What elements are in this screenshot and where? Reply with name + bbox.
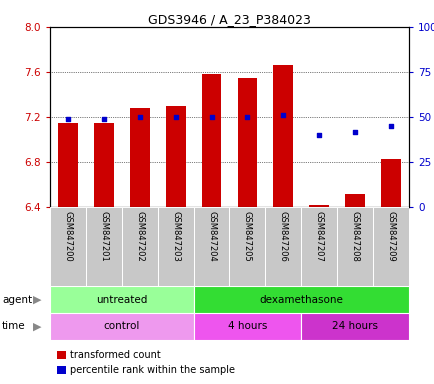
Bar <box>193 207 229 286</box>
Point <box>315 132 322 138</box>
Text: GSM847205: GSM847205 <box>242 211 251 262</box>
Bar <box>50 207 86 286</box>
Bar <box>158 207 193 286</box>
Bar <box>309 205 328 207</box>
Text: 24 hours: 24 hours <box>331 321 377 331</box>
Text: untreated: untreated <box>96 295 147 305</box>
Bar <box>300 313 408 340</box>
Text: GSM847207: GSM847207 <box>314 211 323 262</box>
Bar <box>265 207 300 286</box>
Bar <box>50 313 193 340</box>
Bar <box>229 207 265 286</box>
Text: GSM847208: GSM847208 <box>350 211 359 262</box>
Text: percentile rank within the sample: percentile rank within the sample <box>70 365 235 375</box>
Point <box>351 129 358 135</box>
Bar <box>237 78 256 207</box>
Point <box>243 114 250 120</box>
Text: GSM847202: GSM847202 <box>135 211 144 262</box>
Text: GSM847200: GSM847200 <box>63 211 72 262</box>
Text: GSM847206: GSM847206 <box>278 211 287 262</box>
Point <box>279 112 286 118</box>
Text: GSM847204: GSM847204 <box>207 211 216 262</box>
Bar <box>345 194 364 207</box>
Bar <box>300 207 336 286</box>
Point <box>100 116 107 122</box>
Bar <box>193 286 408 313</box>
Point <box>136 114 143 120</box>
Bar <box>336 207 372 286</box>
Text: GSM847203: GSM847203 <box>171 211 180 262</box>
Bar <box>201 74 221 207</box>
Bar <box>380 159 400 207</box>
Bar <box>130 108 149 207</box>
Text: GSM847209: GSM847209 <box>385 211 395 262</box>
Bar <box>50 286 193 313</box>
Text: transformed count: transformed count <box>70 350 161 360</box>
Bar <box>372 207 408 286</box>
Bar <box>122 207 158 286</box>
Bar <box>273 65 293 207</box>
Bar <box>58 123 78 207</box>
Text: ▶: ▶ <box>33 321 41 331</box>
Text: 4 hours: 4 hours <box>227 321 266 331</box>
Point <box>64 116 71 122</box>
Text: dexamethasone: dexamethasone <box>259 295 342 305</box>
Text: GSM847201: GSM847201 <box>99 211 108 262</box>
Title: GDS3946 / A_23_P384023: GDS3946 / A_23_P384023 <box>148 13 310 26</box>
Point <box>207 114 214 120</box>
Text: time: time <box>2 321 26 331</box>
Text: ▶: ▶ <box>33 295 41 305</box>
Bar <box>94 123 113 207</box>
Bar <box>165 106 185 207</box>
Bar <box>86 207 122 286</box>
Text: agent: agent <box>2 295 32 305</box>
Text: control: control <box>103 321 140 331</box>
Bar <box>193 313 300 340</box>
Point <box>172 114 179 120</box>
Point <box>387 123 394 129</box>
